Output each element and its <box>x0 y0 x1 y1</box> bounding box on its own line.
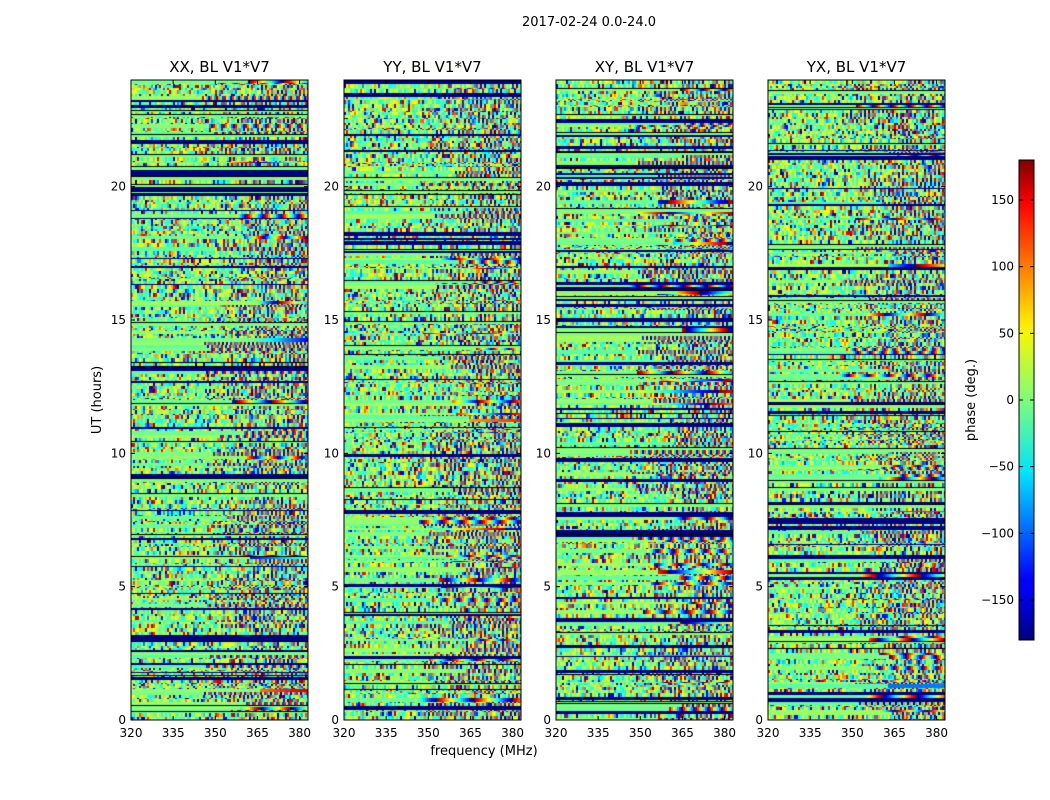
x-tick-label: 335 <box>375 726 398 740</box>
y-tick-label: 0 <box>543 713 551 727</box>
y-tick-label: 0 <box>118 713 126 727</box>
x-tick-label: 350 <box>417 726 440 740</box>
y-tick-label: 5 <box>755 580 763 594</box>
colorbar: −150 −100 −50 0 50 100 150 phase (deg.) <box>964 159 1035 641</box>
panel-2: XY, BL V1*V7 320 335 350 365 380 0 5 10 15 20 <box>536 58 736 740</box>
x-tick-label: 350 <box>629 726 652 740</box>
y-tick-label: 5 <box>543 580 551 594</box>
x-tick-label: 335 <box>587 726 610 740</box>
x-tick-label: 320 <box>120 726 143 740</box>
y-tick-label: 15 <box>748 313 763 327</box>
panel-frame-1 <box>343 79 522 721</box>
panel-title-1: YY, BL V1*V7 <box>382 58 481 76</box>
panel-frame-3 <box>767 79 946 721</box>
y-tick-label: 15 <box>324 313 339 327</box>
colorbar-tick-label: 0 <box>1006 393 1014 407</box>
x-tick-label: 380 <box>501 726 524 740</box>
y-tick-label: 5 <box>118 580 126 594</box>
y-tick-label: 0 <box>755 713 763 727</box>
y-tick-label: 20 <box>324 180 339 194</box>
heatmap-image-0 <box>131 80 308 720</box>
panel-title-0: XX, BL V1*V7 <box>169 58 270 76</box>
y-tick-label: 10 <box>324 446 339 460</box>
x-tick-label: 335 <box>162 726 185 740</box>
x-tick-label: 380 <box>713 726 736 740</box>
x-tick-label: 320 <box>545 726 568 740</box>
x-tick-label: 365 <box>459 726 482 740</box>
y-tick-label: 20 <box>111 180 126 194</box>
x-tick-label: 335 <box>799 726 822 740</box>
panel-3: YX, BL V1*V7 320 335 350 365 380 0 5 10 15 20 <box>748 58 948 740</box>
heatmap-image-3 <box>768 80 945 720</box>
x-tick-label: 320 <box>333 726 356 740</box>
x-tick-label: 320 <box>757 726 780 740</box>
panel-0: XX, BL V1*V7 320 335 350 365 380 0 5 10 15 20 <box>111 58 311 740</box>
y-tick-label: 15 <box>536 313 551 327</box>
y-tick-label: 20 <box>536 180 551 194</box>
panel-title-2: XY, BL V1*V7 <box>595 58 695 76</box>
y-tick-label: 15 <box>111 313 126 327</box>
colorbar-label: phase (deg.) <box>964 359 979 441</box>
x-tick-label: 365 <box>883 726 906 740</box>
panel-title-3: YX, BL V1*V7 <box>806 58 907 76</box>
heatmap-image-2 <box>556 80 733 720</box>
x-tick-label: 380 <box>288 726 311 740</box>
y-tick-label: 0 <box>331 713 339 727</box>
panel-frame-2 <box>555 79 734 721</box>
x-tick-label: 365 <box>246 726 269 740</box>
colorbar-tick-label: 50 <box>999 326 1014 340</box>
figure-suptitle: 2017-02-24 0.0-24.0 <box>522 15 656 30</box>
x-tick-label: 380 <box>925 726 948 740</box>
colorbar-tick-label: −50 <box>989 460 1014 474</box>
y-axis-label: UT (hours) <box>90 366 105 434</box>
colorbar-tick-label: 150 <box>991 193 1014 207</box>
y-tick-label: 10 <box>111 446 126 460</box>
colorbar-ticks: −150 −100 −50 0 50 100 150 <box>981 193 1034 607</box>
colorbar-tick-label: −150 <box>981 593 1014 607</box>
colorbar-tick-label: −100 <box>981 526 1014 540</box>
y-tick-label: 10 <box>748 446 763 460</box>
panel-frame-0 <box>130 79 309 721</box>
heatmap-image-1 <box>344 80 521 720</box>
x-tick-label: 365 <box>671 726 694 740</box>
y-tick-label: 20 <box>748 180 763 194</box>
x-axis-label: frequency (MHz) <box>430 744 537 759</box>
panel-1: YY, BL V1*V7 320 335 350 365 380 0 5 10 15 20 <box>324 58 524 740</box>
x-tick-label: 350 <box>841 726 864 740</box>
x-tick-label: 350 <box>204 726 227 740</box>
y-tick-label: 10 <box>536 446 551 460</box>
y-tick-label: 5 <box>331 580 339 594</box>
colorbar-tick-label: 100 <box>991 260 1014 274</box>
